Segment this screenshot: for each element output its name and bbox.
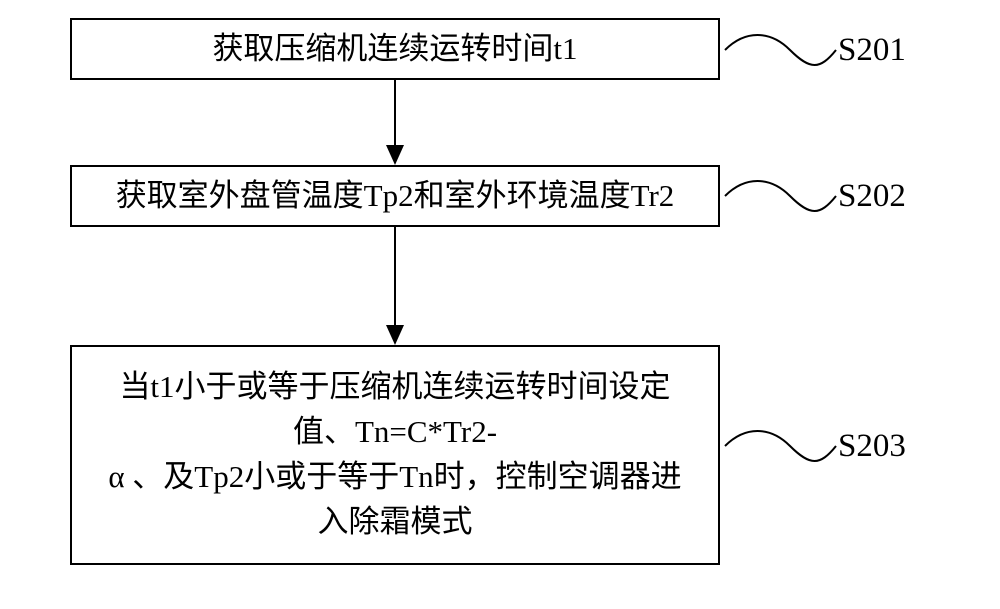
step-s203-label: S203 bbox=[838, 428, 906, 465]
flowchart-canvas: 获取压缩机连续运转时间t1 S201 获取室外盘管温度Tp2和室外环境温度Tr2… bbox=[0, 0, 1000, 609]
connector-s203 bbox=[0, 0, 1000, 609]
